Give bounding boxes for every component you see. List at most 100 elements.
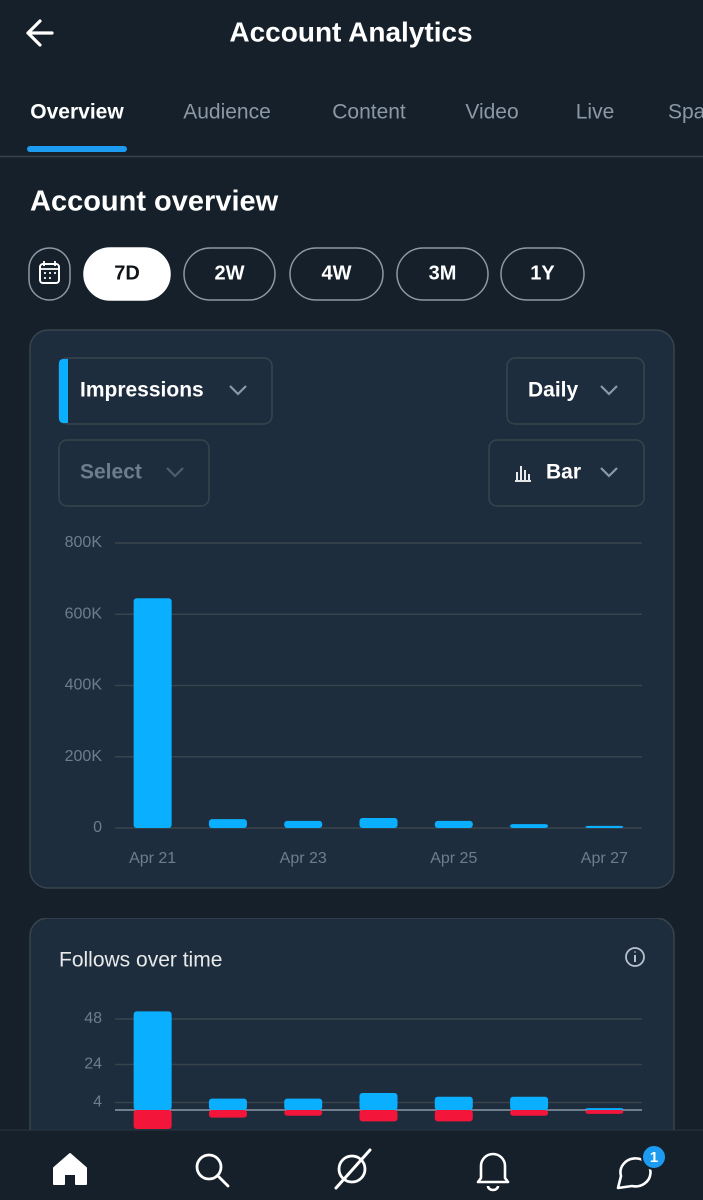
tab-indicator <box>27 146 127 152</box>
range-pill[interactable]: 4W <box>289 247 384 301</box>
bar <box>585 1110 624 1114</box>
bar <box>434 1110 473 1122</box>
calendar-icon <box>39 263 60 284</box>
chart-card <box>29 918 675 1130</box>
bottom-nav <box>0 1130 703 1200</box>
bar <box>133 1011 172 1111</box>
x-tick-label: Apr 21 <box>129 850 176 867</box>
pill-box <box>396 247 489 301</box>
bar <box>359 1092 398 1111</box>
tab-label: Overview <box>30 101 124 124</box>
impressions-chart: 0 200K 400K 600K 800K Apr 21 Apr 23 Apr 25 Apr 2… <box>65 534 642 867</box>
bar <box>284 1110 323 1116</box>
calendar-border <box>28 247 71 301</box>
dropdown-label: Daily <box>528 379 579 402</box>
chart-title: Follows over time <box>59 949 222 972</box>
pill-label: 2W <box>215 262 245 284</box>
pill-box <box>183 247 276 301</box>
bar <box>585 825 624 828</box>
chart-kind-dropdown[interactable]: Bar <box>488 439 645 507</box>
dropdown-box <box>488 439 645 507</box>
y-tick-label: 24 <box>84 1056 102 1073</box>
pill-label: 1Y <box>530 262 555 284</box>
range-pill[interactable]: 2W <box>183 247 276 301</box>
bar <box>585 1108 624 1111</box>
chevron <box>600 467 618 478</box>
tab-label: Video <box>465 101 518 124</box>
section-title: Account overview <box>30 186 279 218</box>
pill-box <box>289 247 384 301</box>
range-pill[interactable]: 7D <box>83 247 171 301</box>
bar <box>208 1110 247 1118</box>
tab[interactable]: Spaces <box>668 101 703 124</box>
grok-icon-slash <box>334 1148 372 1190</box>
nav-messages[interactable]: 1 <box>616 1144 667 1190</box>
metric-color-stripe <box>59 359 68 423</box>
chevron <box>229 385 247 396</box>
calendar-button[interactable] <box>28 247 71 301</box>
nav-grok[interactable] <box>334 1148 372 1190</box>
dropdown-label: Impressions <box>80 379 204 402</box>
compare-dropdown[interactable]: Select <box>58 439 210 507</box>
nav-home[interactable] <box>53 1153 87 1185</box>
tab-label: Content <box>332 101 406 124</box>
bar <box>133 598 172 828</box>
bell-icon <box>476 1152 510 1184</box>
bar <box>284 1098 323 1111</box>
range-selector: 7D 2W 4W 3M 1Y <box>83 247 585 301</box>
bar <box>510 824 549 828</box>
info-icon <box>625 947 645 967</box>
badge-count: 1 <box>650 1149 658 1166</box>
chevron <box>166 467 184 478</box>
bar <box>359 818 398 828</box>
bar <box>359 1110 398 1122</box>
nav-notifications[interactable] <box>476 1152 510 1192</box>
y-tick-label: 600K <box>65 605 103 622</box>
bar <box>208 819 247 828</box>
back-button[interactable] <box>26 19 54 47</box>
bell-clapper <box>486 1185 500 1192</box>
pill-label: 4W <box>322 262 352 284</box>
tab[interactable]: Content <box>332 101 406 124</box>
badge <box>641 1144 667 1170</box>
tab[interactable]: Video <box>465 101 518 124</box>
pill-box <box>500 247 585 301</box>
tab[interactable]: Overview <box>27 101 127 152</box>
dropdown-box <box>58 439 210 507</box>
tab-bar: Overview Audience Content Video Live Spaces <box>27 101 703 152</box>
follows-card: Follows over time 4 24 48 <box>29 918 675 1130</box>
tab[interactable]: Audience <box>183 101 271 124</box>
info-button[interactable] <box>625 947 645 967</box>
y-tick-label: 400K <box>65 677 103 694</box>
tab-label: Audience <box>183 101 271 124</box>
follows-chart: 4 24 48 <box>84 1010 642 1129</box>
bar <box>284 820 323 828</box>
y-tick-label: 0 <box>93 819 102 836</box>
bar <box>510 1110 549 1116</box>
bar <box>208 1098 247 1111</box>
grok-icon <box>337 1154 367 1184</box>
y-tick-label: 4 <box>93 1094 102 1111</box>
back-arrow <box>26 19 54 47</box>
x-tick-label: Apr 23 <box>280 850 327 867</box>
bar-icon <box>515 466 531 482</box>
home-icon <box>53 1153 87 1185</box>
page-title: Account Analytics <box>229 16 472 47</box>
range-pill[interactable]: 1Y <box>500 247 585 301</box>
metric-dropdown[interactable]: Impressions <box>58 357 273 425</box>
y-tick-label: 200K <box>65 748 103 765</box>
bar <box>434 820 473 828</box>
search-icon <box>195 1153 223 1181</box>
tab[interactable]: Live <box>576 101 615 124</box>
nav-search[interactable] <box>195 1153 230 1188</box>
interval-dropdown[interactable]: Daily <box>506 357 645 425</box>
tab-label: Spaces <box>668 101 703 124</box>
y-tick-label: 48 <box>84 1010 102 1027</box>
y-tick-label: 800K <box>65 534 103 551</box>
pill-label: 3M <box>429 262 457 284</box>
chevron <box>600 385 618 396</box>
range-pill[interactable]: 3M <box>396 247 489 301</box>
bar <box>133 1110 172 1129</box>
